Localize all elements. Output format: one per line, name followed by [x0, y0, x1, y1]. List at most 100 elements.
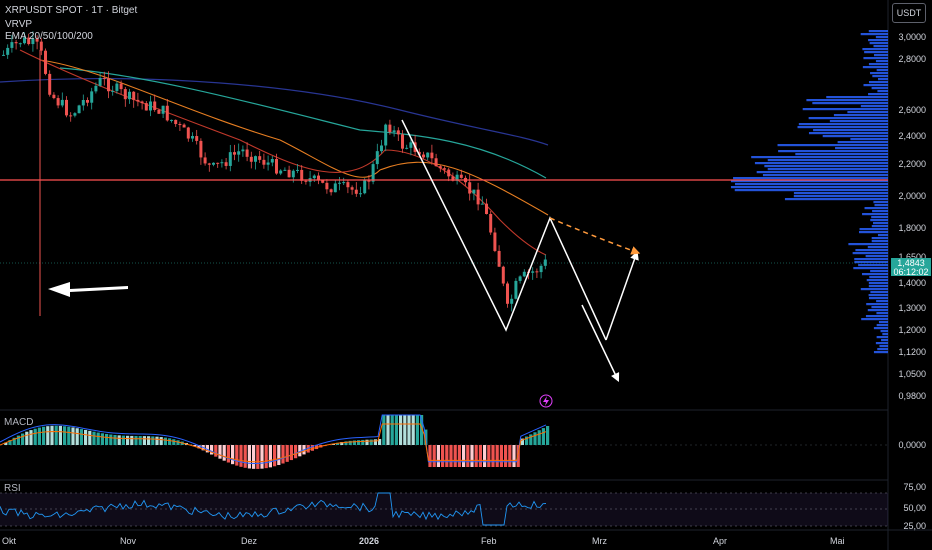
- volume-profile-bar: [866, 303, 888, 306]
- macd-bar: [243, 445, 247, 468]
- macd-bar: [466, 445, 470, 467]
- volume-profile-bar: [868, 63, 888, 66]
- volume-profile-bar: [871, 216, 888, 219]
- volume-profile-bar: [859, 231, 888, 234]
- macd-bar: [537, 430, 541, 445]
- volume-profile-bar: [862, 213, 888, 216]
- volume-profile-bar: [875, 342, 888, 345]
- macd-bar: [75, 428, 79, 445]
- symbol-title[interactable]: XRPUSDT SPOT · 1T · Bitget: [5, 5, 138, 16]
- candle-body: [539, 265, 543, 273]
- macd-bar: [222, 445, 226, 461]
- time-tick: Nov: [120, 536, 137, 546]
- candle-body: [321, 180, 325, 183]
- candle-body: [426, 152, 430, 158]
- time-tick: Apr: [713, 536, 728, 546]
- volume-profile-bar: [871, 240, 888, 243]
- macd-bar: [474, 445, 478, 467]
- indicator-vrvp[interactable]: VRVP: [5, 19, 33, 30]
- candle-body: [501, 266, 505, 284]
- macd-bar: [415, 415, 419, 445]
- projection-up-arrow: [605, 250, 639, 341]
- macd-bar: [205, 445, 209, 453]
- volume-profile-bar: [854, 258, 888, 261]
- volume-profile-bar: [837, 141, 888, 144]
- currency-button[interactable]: USDT: [892, 3, 926, 23]
- volume-profile-bar: [853, 267, 888, 270]
- macd-bar: [218, 445, 222, 459]
- macd-label[interactable]: MACD: [4, 417, 34, 428]
- macd-zero-tick: 0,0000: [898, 440, 926, 450]
- candle-body: [451, 176, 455, 181]
- volume-profile-bar: [847, 111, 888, 114]
- candle-body: [207, 163, 211, 165]
- volume-profile-bar: [868, 93, 888, 96]
- indicator-ema[interactable]: EMA 20/50/100/200: [5, 31, 93, 42]
- candle-body: [380, 145, 383, 152]
- macd-bar: [58, 425, 62, 445]
- candle-body: [228, 152, 232, 166]
- candle-body: [220, 162, 224, 164]
- volume-profile-bar: [871, 225, 888, 228]
- candle-body: [304, 180, 308, 182]
- price-tick: 2,0000: [898, 191, 926, 201]
- candle-body: [111, 90, 115, 92]
- candle-body: [497, 250, 501, 267]
- candle-body: [338, 182, 341, 184]
- candle-body: [443, 168, 446, 170]
- projection-dashed: [549, 217, 641, 255]
- volume-profile-bar: [813, 129, 888, 132]
- price-tick: 2,2000: [898, 159, 926, 169]
- macd-bar: [487, 445, 491, 467]
- volume-profile-bar: [808, 117, 888, 120]
- macd-signal-line: [0, 423, 547, 463]
- candle-body: [237, 151, 241, 155]
- macd-bar: [155, 436, 159, 445]
- volume-profile-bar: [876, 300, 888, 303]
- price-tick: 0,9800: [898, 391, 926, 401]
- macd-bar: [88, 430, 92, 445]
- volume-profile-bar: [797, 126, 888, 129]
- macd-histogram: [4, 415, 550, 469]
- time-tick: Feb: [481, 536, 497, 546]
- volume-profile-bar: [867, 309, 888, 312]
- macd-bar: [109, 434, 113, 445]
- macd-bar: [436, 445, 440, 467]
- macd-bar: [126, 435, 130, 445]
- candle-body: [291, 170, 295, 178]
- macd-bar: [71, 427, 75, 445]
- volume-profile-bar: [873, 54, 888, 57]
- macd-bar: [268, 445, 272, 468]
- macd-bar: [462, 445, 466, 467]
- macd-bar: [226, 445, 230, 463]
- macd-bar: [256, 445, 260, 469]
- time-tick: Mrz: [592, 536, 607, 546]
- macd-bar: [344, 441, 348, 445]
- macd-bar: [382, 415, 386, 445]
- candle-body: [371, 164, 375, 182]
- macd-bar: [273, 445, 277, 467]
- candle-body: [178, 124, 182, 126]
- candle-body: [199, 140, 203, 158]
- candle-body: [27, 37, 31, 45]
- macd-bar: [29, 430, 33, 445]
- candle-body: [455, 174, 459, 181]
- volume-profile-bar: [860, 288, 888, 291]
- volume-profile-bar: [829, 120, 888, 123]
- candle-body: [258, 156, 262, 160]
- macd-bar: [159, 437, 163, 445]
- volume-profile-bar: [754, 162, 888, 165]
- candle-body: [317, 175, 320, 181]
- candle-body: [136, 99, 140, 102]
- candle-body: [300, 169, 304, 181]
- macd-bar: [520, 438, 524, 445]
- macd-bar: [100, 433, 104, 445]
- rsi-label[interactable]: RSI: [4, 483, 21, 494]
- candle-body: [107, 78, 110, 92]
- candle-body: [149, 101, 152, 111]
- volume-profile-bar: [733, 177, 888, 180]
- candle-body: [174, 119, 178, 125]
- candle-body: [44, 50, 47, 74]
- macd-bar: [449, 445, 453, 467]
